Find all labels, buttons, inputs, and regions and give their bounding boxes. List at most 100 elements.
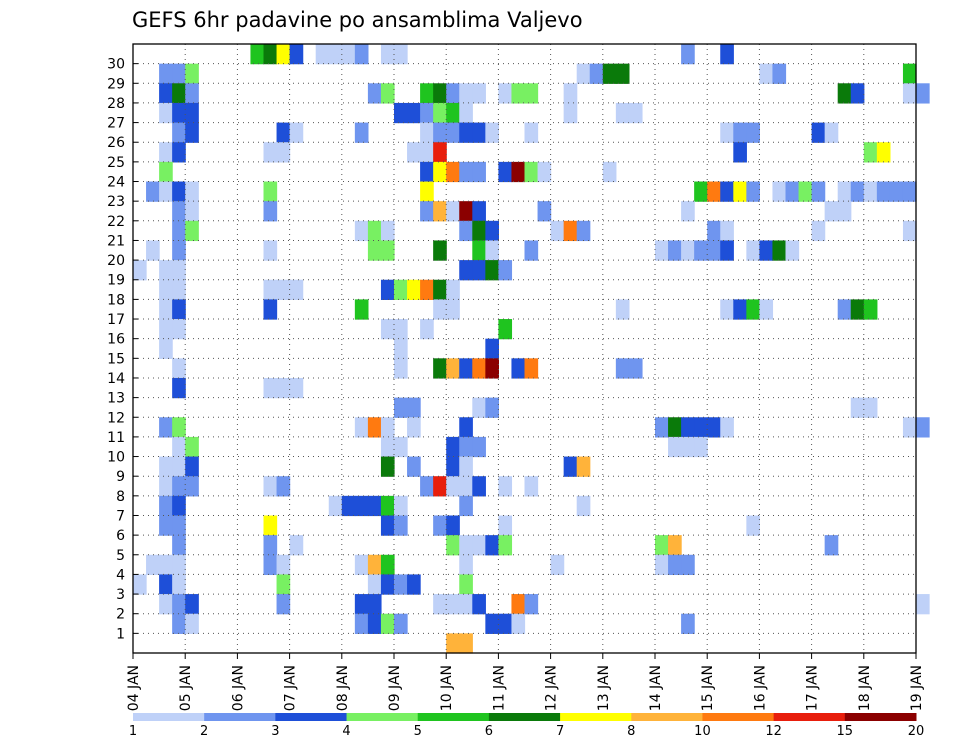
colorbar-label: 5 [414,724,422,739]
heatmap-cell [172,260,186,281]
colorbar-swatch [204,713,276,721]
heatmap-cell [250,44,265,65]
x-tick-label: 09 JAN [387,665,403,711]
y-tick-label: 23 [107,194,125,210]
heatmap-cell [133,260,147,281]
heatmap-cell [511,613,526,634]
heatmap-cell [185,613,199,634]
heatmap-cell [407,102,421,124]
heatmap-cell [524,161,539,183]
heatmap-cell [263,554,278,576]
heatmap-cell [524,83,539,104]
heatmap-cell [172,279,186,300]
grid-lines [133,44,916,653]
heatmap-cell [824,122,839,143]
heatmap-cell [380,279,395,300]
heatmap-cell [159,554,173,576]
heatmap-cell [459,161,473,183]
heatmap-cell [916,594,930,615]
heatmap-cell [433,161,447,183]
heatmap-cell [798,181,813,202]
heatmap-cell [681,44,695,65]
heatmap-cell [159,102,173,124]
heatmap-cell [746,299,760,320]
heatmap-cell [876,181,891,202]
heatmap-cell [772,181,787,202]
heatmap-cell [420,319,434,340]
heatmap-cell [524,122,539,143]
y-tick-label: 21 [107,233,125,249]
y-tick-label: 6 [116,528,125,544]
y-tick-label: 9 [116,469,125,485]
heatmap-cell [785,240,800,261]
y-tick-label: 13 [107,391,125,407]
heatmap-cell [446,83,460,104]
heatmap-cell [433,279,447,300]
heatmap-cell [433,476,447,497]
y-tick-label: 20 [107,253,125,269]
heatmap-cell [694,417,708,438]
heatmap-cell [837,299,852,320]
heatmap-cell [354,613,369,634]
heatmap-cell [159,495,173,517]
heatmap-cell [485,613,499,634]
heatmap-cell [289,44,304,65]
heatmap-cell [681,417,695,438]
heatmap-cell [746,515,760,536]
heatmap-cell [354,495,369,517]
heatmap-cell [707,181,721,202]
heatmap-cell [407,574,421,595]
heatmap-cell [472,535,486,556]
heatmap-cell [668,554,682,576]
heatmap-cell [811,181,826,202]
heatmap-cell [694,436,708,458]
heatmap-cell [380,220,395,242]
colorbar-swatch [631,713,703,721]
heatmap-cell [746,181,760,202]
heatmap-cell [472,594,486,615]
heatmap-cell [550,554,565,576]
colorbar-swatch [773,713,846,721]
heatmap-cell [394,515,408,536]
heatmap-cell [172,83,186,104]
x-tick-label: 15 JAN [700,665,716,711]
x-tick-label: 08 JAN [335,665,351,711]
y-tick-label: 4 [116,567,125,583]
heatmap-cell [537,201,552,222]
heatmap-cell [459,122,473,143]
heatmap-cell [172,122,186,143]
heatmap-cells [133,44,930,654]
y-tick-label: 5 [116,548,125,564]
heatmap-cell [380,436,395,458]
heatmap-cell [589,63,604,84]
heatmap-cell [563,456,578,477]
heatmap-cell [263,279,278,300]
heatmap-cell [576,220,591,242]
y-tick-label: 2 [116,607,125,623]
heatmap-cell [185,201,199,222]
heatmap-cell [511,594,526,615]
colorbar-swatch [417,713,490,721]
heatmap-cell [172,63,186,84]
heatmap-cell [498,613,513,634]
heatmap-cell [459,201,473,222]
heatmap-cell [498,161,513,183]
heatmap-cell [276,279,291,300]
heatmap-cell [159,594,173,615]
heatmap-cell [159,338,173,359]
heatmap-cell [681,240,695,261]
heatmap-cell [433,83,447,104]
heatmap-cell [276,554,291,576]
heatmap-cell [354,299,369,320]
heatmap-cell [720,122,734,143]
heatmap-cell [380,417,395,438]
heatmap-cell [420,201,434,222]
heatmap-cell [472,201,486,222]
colorbar-label: 3 [271,724,279,739]
heatmap-cell [172,476,186,497]
colorbar: 1 2 3 4 5 6 7 8 10 12 15 20 [129,713,924,739]
heatmap-cell [446,535,460,556]
colorbar-label: 8 [627,724,635,739]
y-tick-label: 12 [107,410,125,426]
